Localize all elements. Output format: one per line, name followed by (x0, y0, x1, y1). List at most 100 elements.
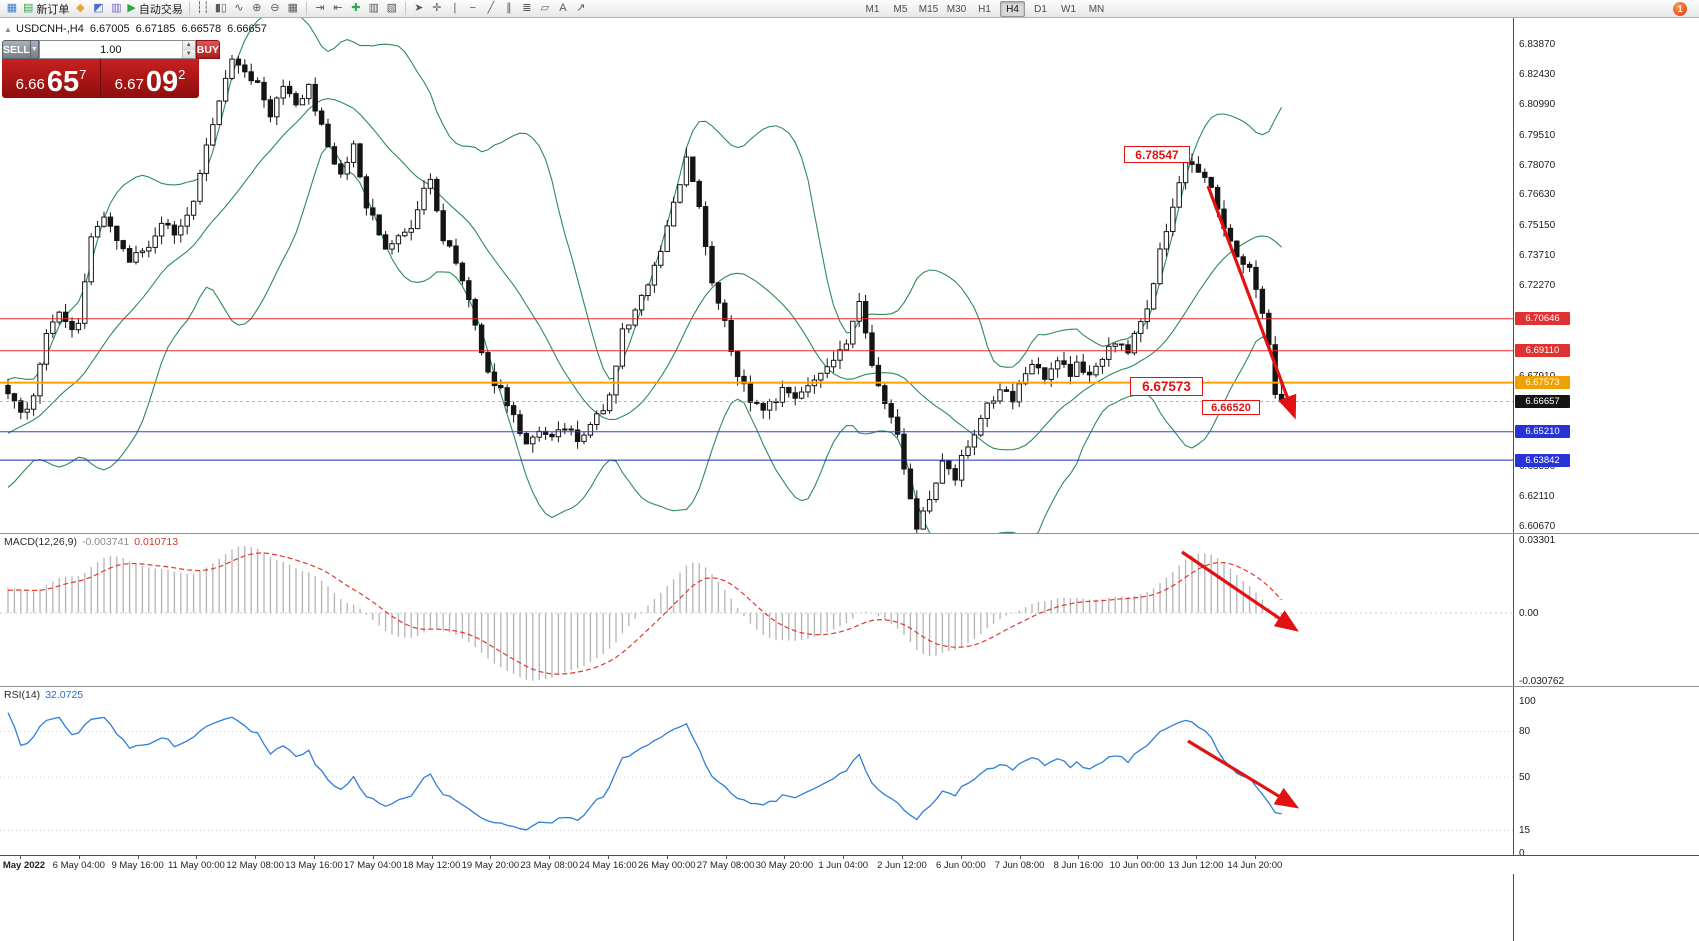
line-chart-icon[interactable]: ∿ (230, 1, 248, 17)
auto-scroll-icon[interactable]: ⇥ (311, 1, 329, 17)
timeframe-button-MN[interactable]: MN (1088, 3, 1105, 15)
level-price-callout[interactable]: 6.67573 (1130, 377, 1203, 396)
indicators-icon[interactable]: ✚ (347, 1, 365, 17)
price-axis-label: 6.78070 (1519, 159, 1556, 171)
trendline-icon[interactable]: ╱ (482, 1, 500, 17)
peak-price-callout[interactable]: 6.78547 (1124, 146, 1190, 163)
candlesticks (5, 55, 1285, 533)
zoom-out-icon: ⊖ (270, 2, 280, 14)
volume-up-icon[interactable]: ▲ (182, 41, 195, 50)
sell-button[interactable]: SELL (2, 40, 31, 59)
buy-price-display[interactable]: 6.67 09 2 (101, 59, 199, 98)
crosshair-icon: ✛ (432, 2, 442, 14)
rsi-axis-label: 100 (1519, 696, 1536, 707)
shapes-icon[interactable]: ▱ (536, 1, 554, 17)
zoom-out-icon[interactable]: ⊖ (266, 1, 284, 17)
zoom-in-icon[interactable]: ⊕ (248, 1, 266, 17)
metaeditor-icon[interactable]: ◆ (71, 1, 89, 17)
tile-windows-icon: ▦ (287, 2, 299, 14)
one-click-collapse-toggle[interactable]: ▲ (4, 25, 12, 34)
macd-indicator-canvas[interactable] (0, 533, 1513, 686)
timeframe-button-H1[interactable]: H1 (978, 3, 991, 15)
time-axis-label: 6 May 04:00 (52, 860, 105, 871)
timeframe-button-M30[interactable]: M30 (946, 3, 967, 15)
fibonacci-icon[interactable]: ≣ (518, 1, 536, 17)
cursor-icon[interactable]: ➤ (410, 1, 428, 17)
rsi-indicator-canvas[interactable] (0, 686, 1513, 855)
volume-input[interactable] (39, 41, 182, 58)
price-level-tag: 6.70646 (1515, 312, 1570, 326)
panel-splitter-macd[interactable] (0, 533, 1699, 534)
price-level-tag: 6.69110 (1515, 344, 1570, 358)
panel-splitter-rsi[interactable] (0, 686, 1699, 687)
macd-header: MACD(12,26,9) -0.003741 0.010713 (4, 536, 178, 548)
time-axis-label: 10 Jun 00:00 (1109, 860, 1165, 871)
tile-windows-icon[interactable]: ▦ (284, 1, 302, 17)
timeframe-button-M5[interactable]: M5 (893, 3, 908, 15)
time-axis-tick (549, 856, 551, 859)
trend-arrow[interactable] (1206, 185, 1297, 420)
time-axis-tick (20, 856, 21, 859)
trend-arrow[interactable] (1181, 550, 1299, 632)
rsi-axis-label: 50 (1519, 772, 1531, 783)
timeframe-button-W1[interactable]: W1 (1061, 3, 1076, 15)
timeframe-button-D1[interactable]: D1 (1034, 3, 1047, 15)
arrow-object-icon[interactable]: ↗ (572, 1, 590, 17)
rsi-axis-label: 80 (1519, 726, 1531, 738)
volume-stepper: ▲▼ (38, 40, 196, 59)
text-icon[interactable]: A (554, 1, 572, 17)
metaeditor-icon: ◆ (76, 2, 85, 14)
volume-down-icon[interactable]: ▼ (182, 49, 195, 58)
market-watch-icon[interactable]: ◩ (89, 1, 107, 17)
templates-icon: ▧ (386, 2, 398, 14)
channel-icon[interactable]: ∥ (500, 1, 518, 17)
vertical-line-icon: ∣ (452, 2, 458, 14)
price-axis[interactable]: 6.83870 6.82430 6.80990 6.79510 6.78070 6.766… (1513, 18, 1699, 941)
volume-dropdown-icon[interactable]: ▼ (30, 40, 39, 59)
high-value: 6.67185 (135, 23, 176, 35)
macd-axis-label: 0.03301 (1519, 535, 1556, 547)
templates-icon[interactable]: ▧ (383, 1, 401, 17)
timeframe-toolbar: M1 M5 M15 M30 H1 H4 D1 W1 MN (860, 1, 1109, 17)
price-axis-label: 6.62110 (1519, 491, 1555, 503)
auto-scroll-icon: ⇥ (315, 2, 325, 14)
buy-button[interactable]: BUY (195, 40, 220, 59)
chart-shift-icon[interactable]: ⇤ (329, 1, 347, 17)
breakdown-price-callout[interactable]: 6.66520 (1202, 400, 1260, 415)
rsi-header: RSI(14) 32.0725 (4, 689, 83, 701)
bar-chart-icon[interactable]: ┆┆ (194, 1, 212, 17)
crosshair-icon[interactable]: ✛ (428, 1, 446, 17)
time-axis-tick (137, 856, 139, 859)
rsi-line (7, 712, 1282, 831)
vertical-line-icon[interactable]: ∣ (446, 1, 464, 17)
timeframe-button-H4[interactable]: H4 (1000, 1, 1025, 17)
price-axis-label: 6.63550 (1519, 461, 1556, 473)
periods-icon[interactable]: ▥ (365, 1, 383, 17)
chart-ohlc-info: USDCNH-,H4 6.67005 6.67185 6.66578 6.666… (16, 23, 267, 35)
candlestick-chart-icon[interactable]: ▮▯ (212, 1, 230, 17)
market-watch-icon: ◩ (93, 2, 104, 14)
macd-value: -0.003741 (81, 536, 130, 548)
autotrading-button[interactable]: ▶ 自动交易 (125, 1, 184, 17)
time-axis-tick (1078, 856, 1080, 859)
sell-price-big: 65 (46, 66, 80, 99)
time-axis-tick (490, 856, 492, 859)
app-icon[interactable]: ▦ (3, 1, 21, 17)
time-axis-tick (431, 856, 433, 859)
volume-spin-buttons[interactable]: ▲ ▼ (181, 41, 195, 58)
trendline-icon: ╱ (487, 2, 495, 14)
notifications-badge[interactable]: 1 (1673, 2, 1687, 16)
sell-price-display[interactable]: 6.66 65 7 (2, 59, 101, 98)
data-window-icon[interactable]: ▥ (107, 1, 125, 17)
price-axis-label: 6.72270 (1519, 280, 1556, 291)
new-order-button[interactable]: ▤ 新订单 (21, 1, 71, 17)
timeframe-button-M1[interactable]: M1 (865, 3, 880, 15)
time-axis-label: 30 May 20:00 (755, 860, 814, 871)
open-value: 6.67005 (89, 23, 130, 35)
time-axis-label: 19 May 20:00 (461, 860, 520, 871)
horizontal-line-icon[interactable]: − (464, 1, 482, 17)
trend-arrow[interactable] (1187, 739, 1300, 809)
main-chart-canvas[interactable] (0, 18, 1513, 533)
timeframe-button-M15[interactable]: M15 (918, 3, 939, 15)
